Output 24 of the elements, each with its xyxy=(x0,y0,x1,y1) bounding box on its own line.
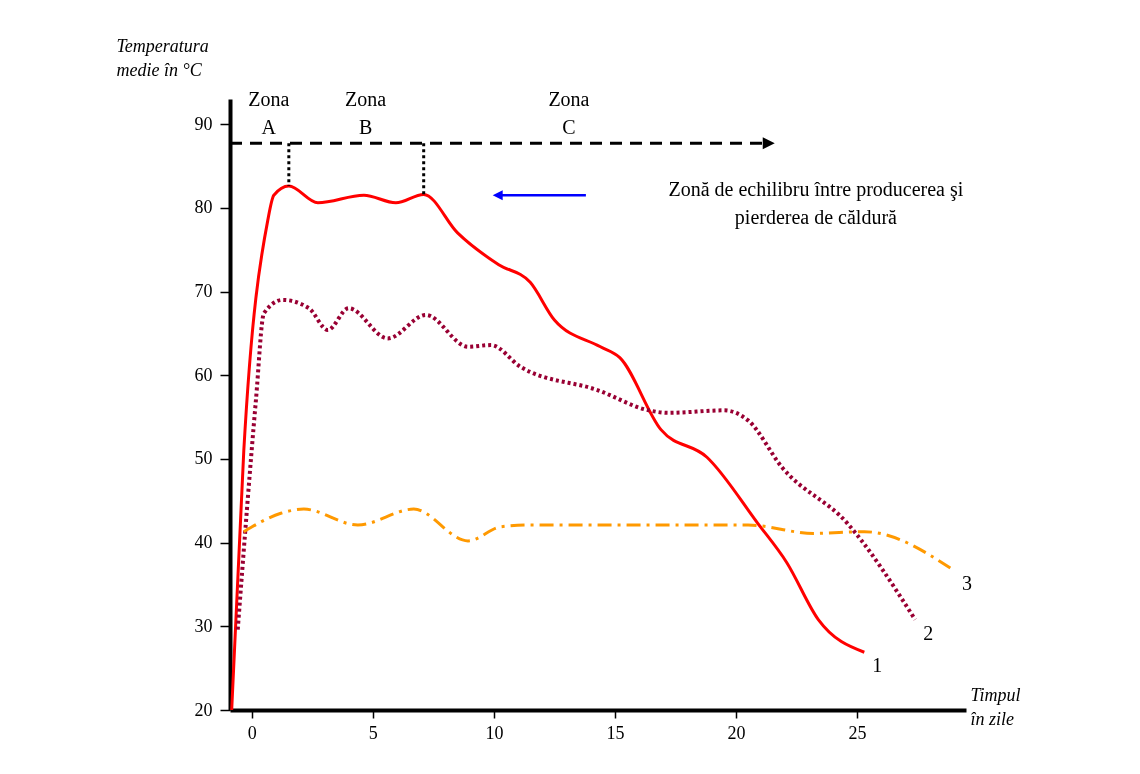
x-axis-title: Timpul în zile xyxy=(970,684,1021,729)
series-label: 2 xyxy=(923,621,934,644)
y-tick-label: 60 xyxy=(194,364,213,385)
x-tick-label: 25 xyxy=(848,722,867,743)
y-tick-label: 90 xyxy=(194,113,213,134)
y-tick-label: 40 xyxy=(194,532,213,553)
y-axis-title: Temperatura medie în °C xyxy=(116,35,209,80)
y-tick-label: 70 xyxy=(194,281,213,302)
line-series xyxy=(235,297,918,632)
annotation: Zonă de echilibru între producerea şi pierderea de căldură xyxy=(668,178,964,230)
x-tick-label: 15 xyxy=(606,722,625,743)
x-tick-label: 0 xyxy=(247,722,257,743)
series-label: 1 xyxy=(872,654,883,677)
annotation: Zona B xyxy=(345,87,387,138)
annotation: Zona C xyxy=(548,87,590,138)
y-tick-label: 50 xyxy=(194,448,213,469)
x-tick-label: 20 xyxy=(727,722,746,743)
x-tick-label: 10 xyxy=(485,722,504,743)
y-tick-label: 20 xyxy=(194,699,213,720)
x-tick-label: 5 xyxy=(368,722,378,743)
series-label: 3 xyxy=(961,572,972,595)
annotation: Zona A xyxy=(248,87,290,138)
y-tick-label: 30 xyxy=(194,615,213,636)
y-tick-label: 80 xyxy=(194,197,213,218)
